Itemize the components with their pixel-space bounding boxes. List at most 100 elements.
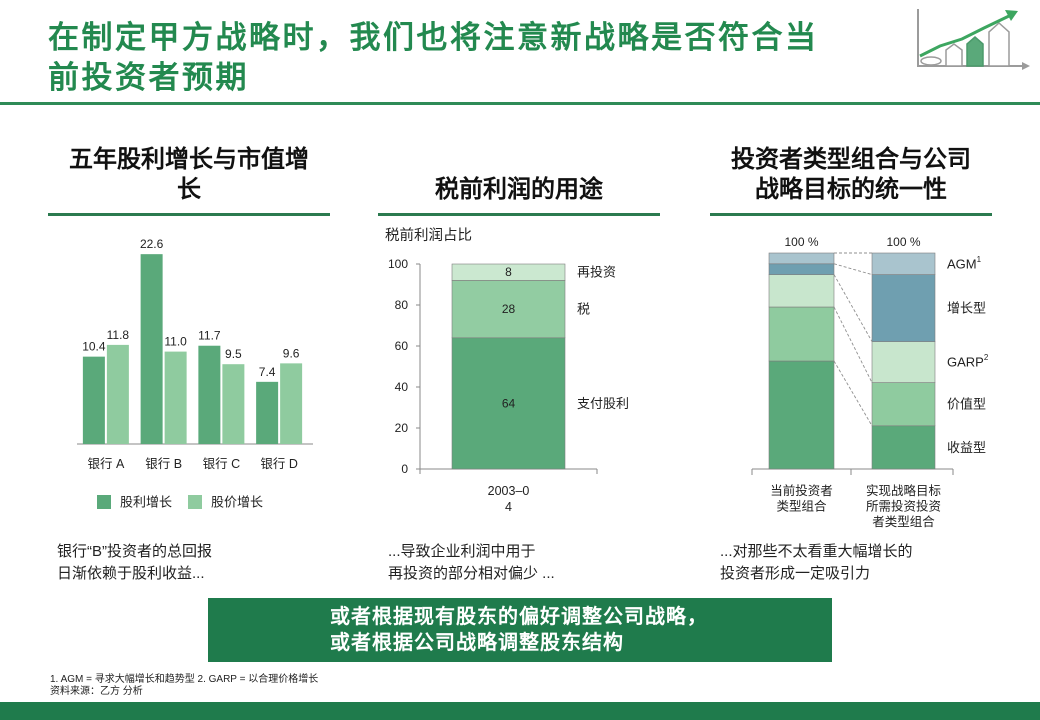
stacked-segment (768, 252, 835, 265)
segment-value-label: 64 (502, 396, 516, 410)
bar-value-label: 9.6 (283, 346, 300, 360)
category-label: 当前投资者 (770, 483, 833, 498)
y-tick-label: 100 (388, 257, 408, 271)
icon-axis (917, 9, 1022, 67)
stacked-segment (451, 263, 566, 281)
category-label: 所需投资投资 (866, 499, 941, 514)
segment-name-label: 税 (577, 302, 590, 317)
legend-swatch (97, 495, 111, 509)
footnote-source: 资料来源：乙方 分析 (50, 686, 143, 697)
heading-line: 投资者类型组合与公司 (731, 146, 971, 173)
conclusion-text: 或者根据现有股东的偏好调整公司战略， 或者根据公司战略调整股东结构 (330, 604, 708, 656)
takeaway-line: ...对那些不太看重大幅增长的 (720, 543, 913, 560)
bar-value-label: 9.5 (225, 347, 242, 361)
dividend-vs-price-growth-chart: 10.411.8 银行 A 22.6 11.0 银行 B 11.7 9.5 银行 C 7.4 9.… (77, 237, 313, 510)
y-axis-title: 税前利润占比 (385, 227, 472, 244)
bar-price-growth (106, 344, 129, 444)
takeaway-1: 银行“B”投资者的总回报 日渐依赖于股利收益... (57, 541, 212, 585)
heading-profit-usage: 税前利润的用途 (378, 143, 660, 205)
legend-swatch (188, 495, 202, 509)
heading-dividend-growth: 五年股利增长与市值增 长 (48, 143, 330, 205)
takeaway-3: ...对那些不太看重大幅增长的 投资者形成一定吸引力 (720, 541, 913, 585)
dashed-connector (833, 263, 873, 276)
conclusion-line-2: 或者根据公司战略调整股东结构 (330, 632, 624, 654)
conclusion-callout: 或者根据现有股东的偏好调整公司战略， 或者根据公司战略调整股东结构 (208, 598, 832, 662)
series-label: 收益型 (947, 440, 986, 455)
takeaway-line: 日渐依赖于股利收益... (57, 565, 205, 582)
bar-price-growth (164, 351, 187, 444)
conclusion-line-1: 或者根据现有股东的偏好调整公司战略， (330, 606, 708, 628)
heading-investor-mix: 投资者类型组合与公司 战略目标的统一性 (710, 143, 992, 205)
stacked-segment (768, 306, 835, 362)
growth-chart-icon (917, 9, 1030, 70)
icon-growth-arrow (1005, 10, 1018, 21)
dashed-connector (833, 360, 873, 427)
bar-value-label: 7.4 (259, 365, 276, 379)
stacked-segment (768, 274, 835, 308)
icon-coin (920, 56, 942, 66)
bar-value-label: 22.6 (140, 237, 164, 251)
heading-line: 长 (177, 176, 201, 203)
heading-line: 战略目标的统一性 (755, 176, 947, 203)
category-label: 银行 A (87, 457, 124, 471)
heading-underline (378, 213, 660, 216)
heading-underline (48, 213, 330, 216)
bar-value-label: 11.0 (164, 335, 187, 349)
icon-house-green (966, 36, 984, 67)
title-divider (0, 102, 1040, 105)
bar-value-label: 11.7 (198, 329, 221, 343)
stacked-segment (768, 360, 835, 470)
category-label: 类型组合 (776, 499, 827, 514)
dashed-connector (833, 274, 873, 342)
series-label: 增长型 (947, 301, 986, 316)
stacked-segment (871, 382, 936, 427)
footnote-superscript: 1 (977, 254, 982, 263)
icon-house-tall (988, 21, 1010, 67)
y-tick-label: 60 (395, 339, 409, 353)
takeaway-2: ...导致企业利润中用于 再投资的部分相对偏少 ... (388, 541, 555, 585)
segment-value-label: 8 (505, 265, 512, 279)
stacked-segment (871, 252, 936, 275)
y-tick-label: 20 (395, 421, 409, 435)
stacked-segment (871, 341, 936, 383)
heading-line: 五年股利增长与市值增 (69, 146, 309, 173)
series-label: 价值型 (947, 397, 986, 412)
heading-underline (710, 213, 992, 216)
column-total-label: 100 % (886, 235, 920, 249)
bar-value-label: 11.8 (107, 328, 130, 342)
bar-dividend-growth (140, 254, 163, 444)
bar-dividend-growth (256, 381, 279, 444)
bar-dividend-growth (82, 356, 105, 444)
stacked-segment (451, 337, 566, 470)
bar-price-growth (222, 364, 245, 444)
series-label: GARP2 (947, 353, 989, 370)
y-tick-label: 80 (395, 298, 409, 312)
dashed-connector (833, 306, 873, 383)
series-label: AGM1 (947, 254, 982, 271)
segment-name-label: 支付股利 (577, 396, 629, 411)
takeaway-line: 银行“B”投资者的总回报 (57, 543, 212, 560)
icon-growth-line (919, 14, 1010, 58)
footnote-superscript: 2 (984, 353, 989, 362)
footnotes: 1. AGM = 寻求大幅增长和趋势型 2. GARP = 以合理价格增长 资料… (50, 674, 318, 698)
icon-axis-arrow (1022, 62, 1030, 70)
category-label: 实现战略目标 (866, 483, 941, 498)
heading-line: 税前利润的用途 (435, 176, 603, 203)
y-tick-label: 0 (401, 462, 408, 476)
bar-price-growth (280, 363, 303, 444)
stacked-segment (871, 425, 936, 470)
y-tick-label: 40 (395, 380, 409, 394)
legend-label: 股利增长 (120, 495, 172, 510)
category-label: 4 (505, 500, 512, 514)
bar-value-label: 10.4 (82, 340, 106, 354)
segment-name-label: 再投资 (577, 265, 616, 280)
stacked-segment (871, 274, 936, 342)
takeaway-line: 再投资的部分相对偏少 ... (388, 565, 555, 582)
category-label: 者类型组合 (872, 514, 935, 529)
category-label: 银行 B (145, 457, 182, 471)
category-label: 2003–0 (488, 484, 530, 498)
icon-house-small (945, 43, 963, 67)
segment-value-label: 28 (502, 302, 516, 316)
legend-label: 股价增长 (211, 495, 263, 510)
